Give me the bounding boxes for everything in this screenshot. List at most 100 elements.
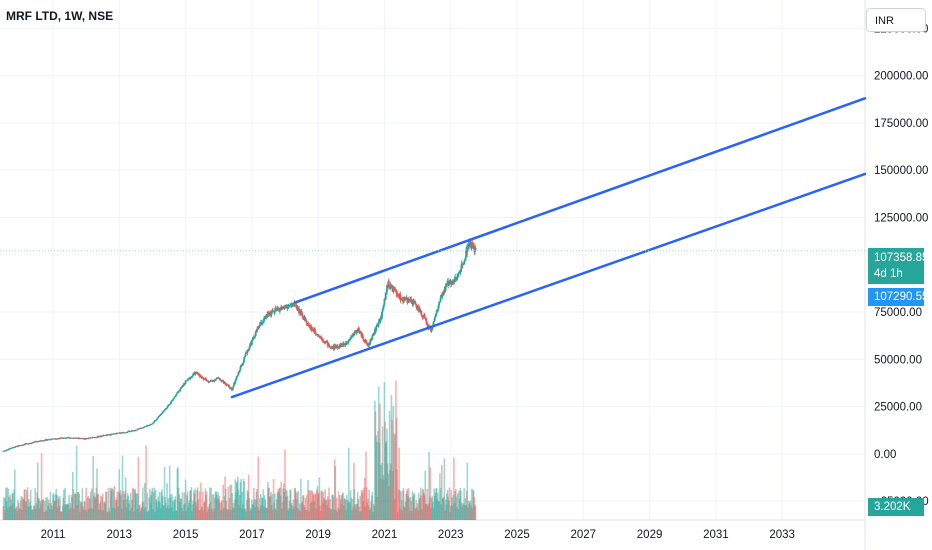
volume-bar xyxy=(19,509,21,520)
candle-body xyxy=(472,245,474,249)
volume-bar xyxy=(418,499,421,520)
volume-bar xyxy=(397,489,400,520)
volume-bar xyxy=(289,490,292,520)
candle-body xyxy=(460,263,463,269)
volume-bar xyxy=(52,493,55,520)
volume-bar xyxy=(431,496,434,520)
candle-body xyxy=(189,377,192,379)
candle-body xyxy=(368,342,371,346)
volume-bar xyxy=(467,507,469,520)
volume-bar xyxy=(470,505,472,520)
volume-bar xyxy=(136,493,139,520)
volume-bar xyxy=(248,498,251,520)
volume-bar xyxy=(100,509,103,520)
volume-bar xyxy=(117,506,119,520)
volume-bar xyxy=(72,489,75,520)
candle-body xyxy=(348,340,351,341)
volume-bar xyxy=(129,510,131,520)
volume-bar xyxy=(209,502,212,520)
volume-bar xyxy=(233,499,236,520)
candle-body xyxy=(394,289,397,291)
candle-body xyxy=(460,268,462,272)
candle-body xyxy=(395,290,398,295)
volume-bar xyxy=(455,488,457,520)
volume-bar xyxy=(264,499,267,520)
volume-bar xyxy=(434,492,437,520)
volume-bar xyxy=(33,505,35,520)
volume-bar xyxy=(197,499,200,520)
candle-body xyxy=(209,381,212,382)
candle-body xyxy=(272,310,274,311)
volume-bar xyxy=(42,498,44,520)
volume-bar xyxy=(363,487,365,520)
volume-bar xyxy=(22,499,25,520)
volume-bar xyxy=(245,499,248,520)
volume-bar xyxy=(400,491,402,520)
candle-body xyxy=(162,411,165,413)
candle-body xyxy=(43,440,46,442)
candle-body xyxy=(385,292,388,294)
candle-body xyxy=(40,440,42,442)
candle-body xyxy=(180,386,183,388)
volume-bar xyxy=(318,477,321,520)
volume-bar xyxy=(146,492,149,520)
volume-bar xyxy=(282,488,284,520)
volume-bar xyxy=(19,500,22,520)
volume-bar xyxy=(383,479,385,520)
volume-bar xyxy=(325,500,327,520)
volume-bar xyxy=(435,488,438,520)
volume-bar xyxy=(238,505,240,520)
volume-bar xyxy=(12,493,14,520)
volume-bar xyxy=(307,489,310,520)
volume-bar xyxy=(384,443,387,520)
volume-bar xyxy=(385,441,388,520)
volume-bar xyxy=(196,489,198,520)
volume-bar xyxy=(373,505,376,520)
volume-bar xyxy=(365,451,367,520)
candle-body xyxy=(32,442,35,444)
candle-body xyxy=(46,439,49,441)
volume-bar xyxy=(323,499,326,520)
volume-bar xyxy=(164,497,166,520)
candle-body xyxy=(163,409,166,411)
candle-body xyxy=(458,272,460,274)
candle-body xyxy=(382,304,385,308)
volume-bar xyxy=(183,492,186,520)
candle-body xyxy=(249,344,251,348)
volume-bar xyxy=(23,489,26,520)
candle-body xyxy=(433,321,436,323)
volume-bar xyxy=(171,494,174,520)
candle-body xyxy=(293,302,296,307)
volume-bar xyxy=(445,504,448,520)
currency-selector[interactable]: INR xyxy=(866,8,926,32)
candle-body xyxy=(449,282,451,285)
volume-bar xyxy=(46,497,49,520)
volume-bar xyxy=(337,491,340,520)
volume-bar xyxy=(360,511,362,520)
volume-bar xyxy=(366,502,369,520)
candle-body xyxy=(458,272,461,274)
symbol-title[interactable]: MRF LTD, 1W, NSE xyxy=(6,9,114,23)
volume-bar xyxy=(111,488,114,520)
volume-bar xyxy=(301,501,304,520)
candle-body xyxy=(342,342,345,345)
candle-body xyxy=(64,437,67,439)
volume-bar xyxy=(223,496,226,520)
volume-bar xyxy=(274,493,276,520)
volume-bar xyxy=(274,508,277,520)
volume-bar xyxy=(261,497,263,520)
candle-body xyxy=(392,288,395,293)
volume-bar xyxy=(69,502,72,520)
volume-bar xyxy=(27,506,29,520)
volume-bar xyxy=(284,489,287,520)
volume-bar xyxy=(415,499,418,520)
candle-body xyxy=(340,344,343,346)
candle-body xyxy=(236,376,239,377)
candle-body xyxy=(389,285,392,289)
volume-bar xyxy=(201,507,203,520)
volume-bar xyxy=(472,490,475,520)
candle-body xyxy=(441,292,444,297)
volume-bar xyxy=(96,468,98,520)
volume-bar xyxy=(330,508,333,520)
